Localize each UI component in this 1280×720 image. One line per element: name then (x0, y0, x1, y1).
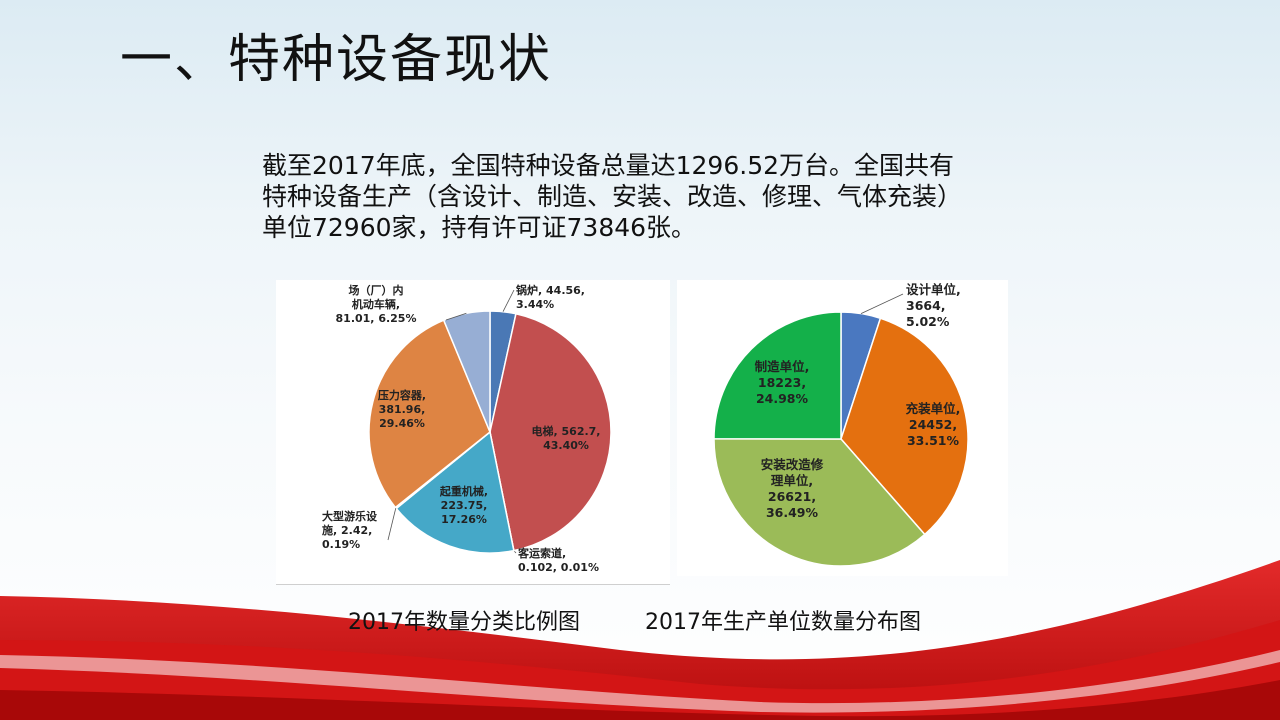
slice-label-line: 43.40% (543, 439, 589, 452)
slice-label-line: 锅炉, 44.56, (516, 283, 585, 297)
slice-label: 锅炉, 44.56, 3.44% (516, 283, 585, 311)
slice-label-line: 制造单位, (755, 359, 810, 374)
page-title: 一、特种设备现状 (120, 30, 553, 90)
pie-slice (489, 312, 612, 552)
production-unit-pie-panel: 设计单位, 3664, 5.02% 充装单位, 24452, 33.51% 安装改造修理单位… (677, 280, 1008, 576)
slice-label: 制造单位, 18223, 24.98% (755, 359, 810, 406)
slice-label-line: 场（厂）内 (349, 283, 404, 297)
equipment-category-pie-chart: 锅炉, 44.56, 3.44% 电梯, 562.7, 43.40% 客运索道, 0.10… (322, 283, 612, 574)
right-chart-caption: 2017年生产单位数量分布图 (645, 610, 921, 635)
slice-label-line: 0.19% (322, 538, 360, 551)
pie-slice (713, 311, 842, 440)
slice-label-line: 81.01, 6.25% (336, 312, 417, 325)
production-unit-pie-chart: 设计单位, 3664, 5.02% 充装单位, 24452, 33.51% 安装改造修理单位… (713, 282, 969, 567)
slice-label-line: 3664, (906, 298, 946, 313)
slice-label-line: 223.75, (441, 499, 488, 512)
intro-paragraph: 截至2017年底，全国特种设备总量达1296.52万台。全国共有 特种设备生产（… (262, 150, 1022, 243)
slice-label: 起重机械, 223.75, 17.26% (439, 484, 488, 526)
slice-label-line: 理单位, (771, 473, 813, 488)
slice-label-line: 安装改造修 (761, 457, 824, 472)
leader-line (860, 293, 904, 314)
slice-label: 电梯, 562.7, 43.40% (532, 424, 601, 452)
slice-label: 设计单位, 3664, 5.02% (906, 282, 961, 329)
left-chart-caption: 2017年数量分类比例图 (348, 610, 580, 635)
pie-slice (368, 319, 491, 509)
intro-line: 特种设备生产（含设计、制造、安装、改造、修理、气体充装） (262, 182, 963, 211)
slice-label: 压力容器, 381.96, 29.46% (378, 388, 426, 430)
pie-slice (395, 430, 515, 554)
slice-label-line: 24.98% (756, 391, 809, 406)
slice-label-line: 26621, (768, 489, 816, 504)
slice-label-line: 29.46% (379, 417, 425, 430)
slice-label: 场（厂）内机动车辆, 81.01, 6.25% (336, 283, 417, 325)
leader-line (502, 289, 515, 312)
slice-label-line: 24452, (909, 417, 957, 432)
slice-label-line: 充装单位, (906, 401, 961, 416)
leader-line (445, 312, 467, 321)
slice-label-line: 设计单位, (906, 282, 961, 297)
slice-label-line: 18223, (758, 375, 806, 390)
pie-slice (840, 317, 969, 536)
equipment-category-pie-panel: 锅炉, 44.56, 3.44% 电梯, 562.7, 43.40% 客运索道, 0.10… (276, 280, 670, 585)
slice-label-line: 36.49% (766, 505, 819, 520)
slice-label-line: 大型游乐设 (322, 509, 378, 523)
intro-line: 截至2017年底，全国特种设备总量达1296.52万台。全国共有 (262, 151, 955, 180)
slice-label-line: 机动车辆, (352, 297, 400, 311)
slice-label: 大型游乐设施, 2.42, 0.19% (322, 509, 378, 551)
slice-label-line: 压力容器, (378, 388, 426, 402)
slice-label-line: 施, 2.42, (322, 523, 372, 537)
slice-label-line: 5.02% (906, 314, 950, 329)
slice-label-line: 3.44% (516, 298, 554, 311)
slice-label: 充装单位, 24452, 33.51% (906, 401, 961, 448)
intro-line: 单位72960家，持有许可证73846张。 (262, 213, 697, 242)
slice-label-line: 33.51% (907, 433, 960, 448)
leader-line (387, 507, 397, 541)
pie-slice (713, 438, 926, 567)
slice-label-line: 客运索道, (517, 546, 566, 560)
slice-label-line: 起重机械, (439, 484, 488, 498)
slice-label-line: 电梯, 562.7, (532, 424, 601, 438)
slice-label: 安装改造修理单位, 26621, 36.49% (761, 457, 824, 520)
slice-label: 客运索道, 0.102, 0.01% (517, 546, 599, 574)
slice-label-line: 381.96, (379, 403, 426, 416)
slice-label-line: 17.26% (441, 513, 487, 526)
slice-label-line: 0.102, 0.01% (518, 561, 599, 574)
